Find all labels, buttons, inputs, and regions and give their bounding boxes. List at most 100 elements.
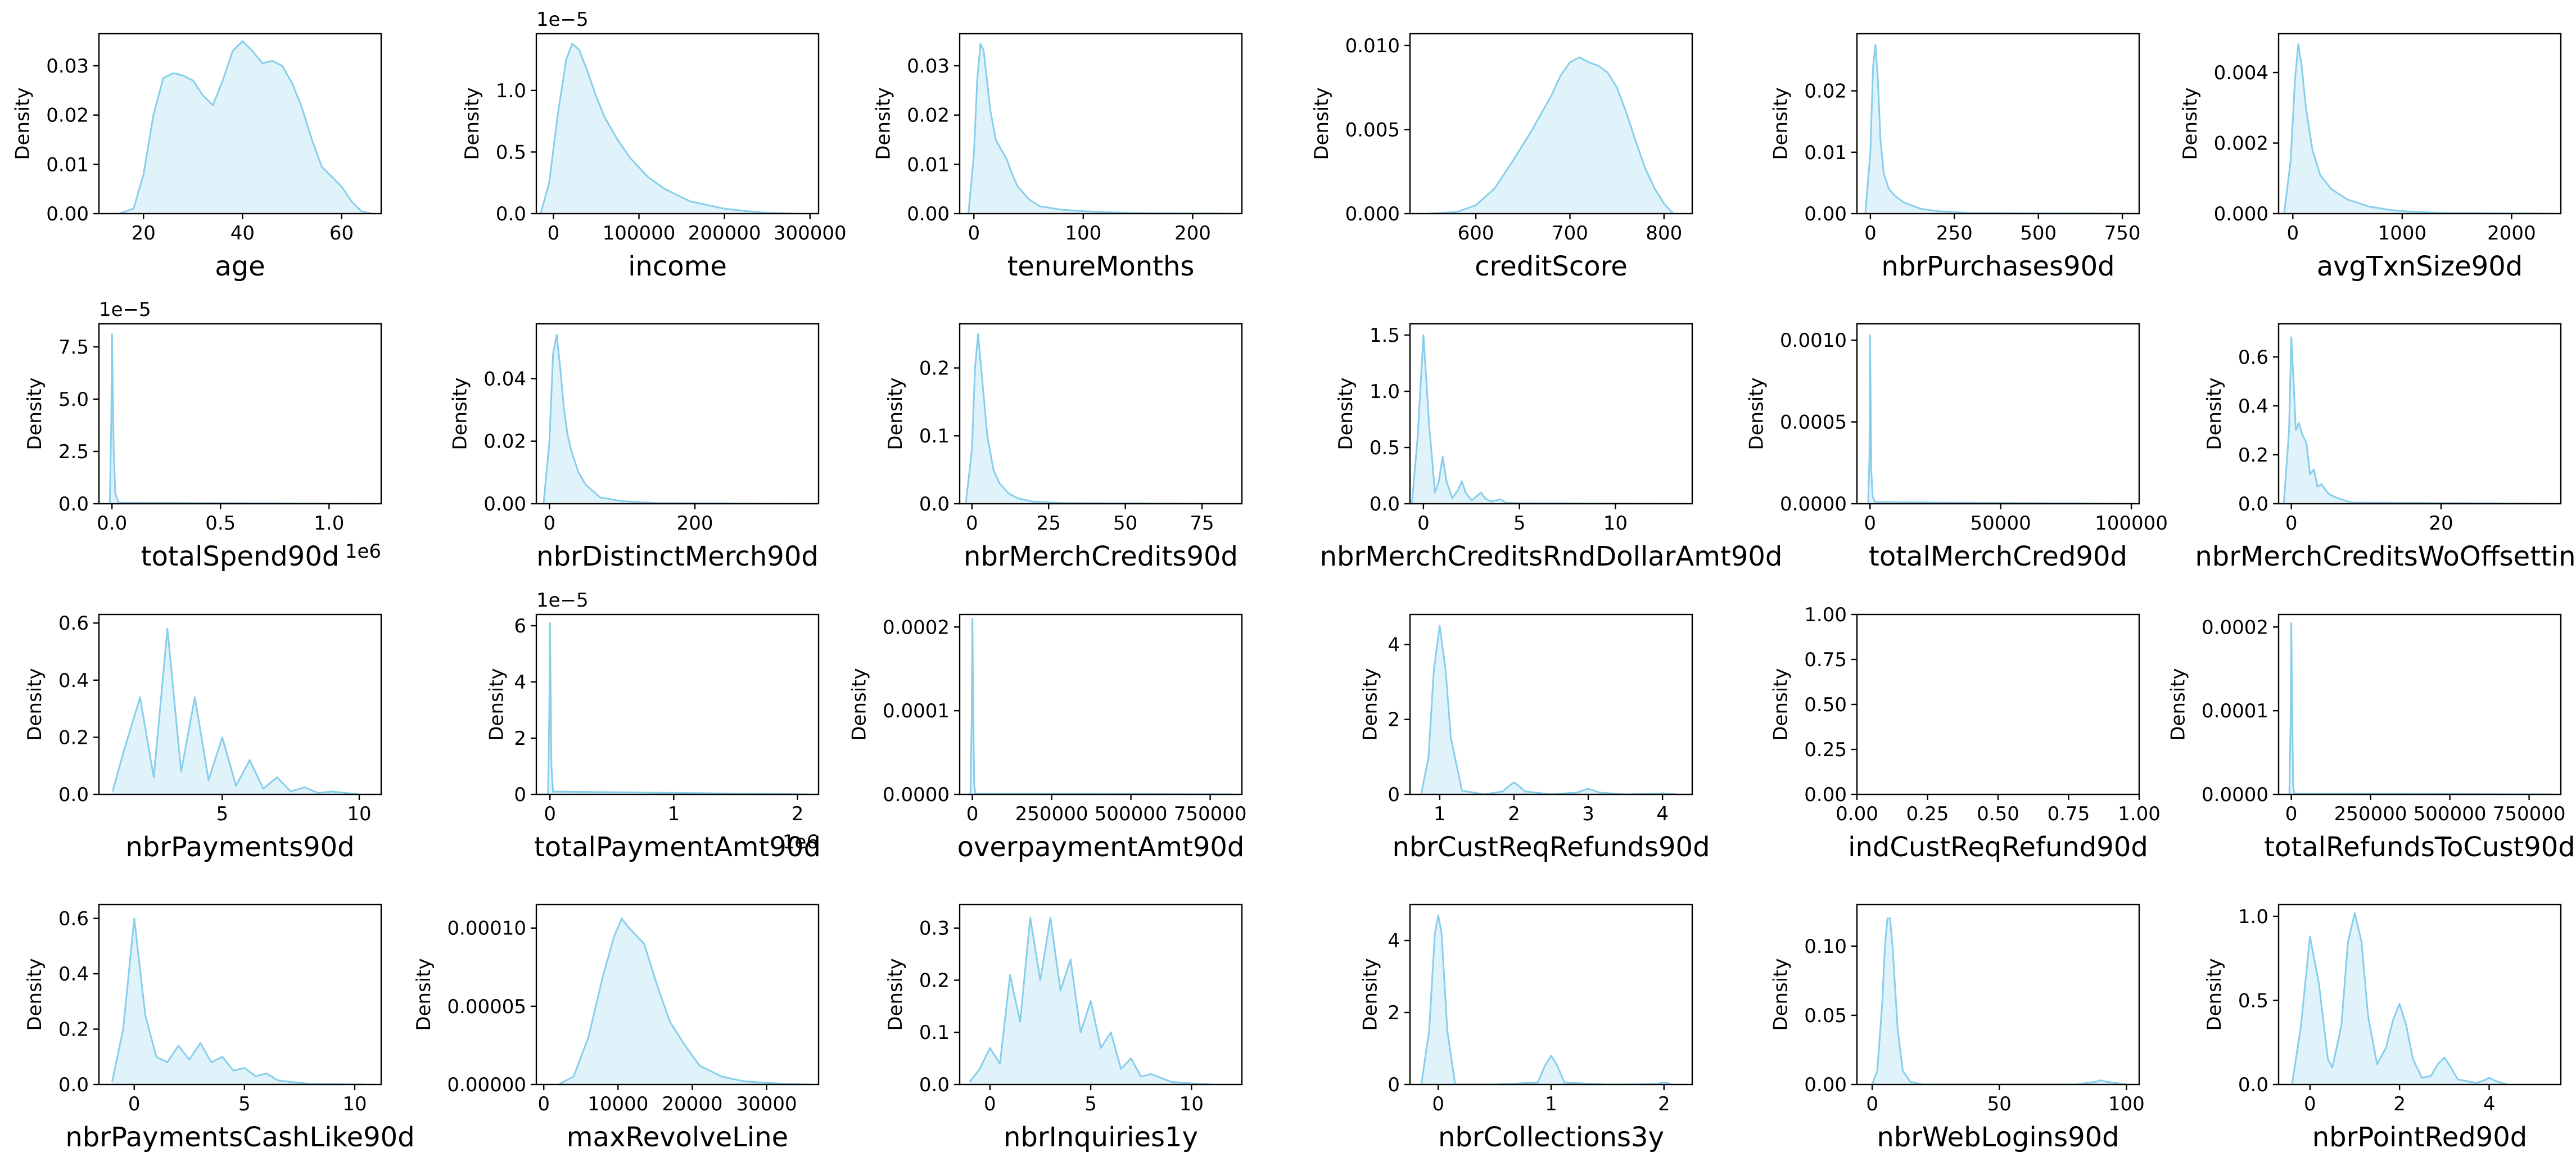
x-axis-label: income <box>628 251 727 282</box>
x-tick-label: 200000 <box>688 222 761 245</box>
y-tick-label: 0.6 <box>58 908 89 930</box>
axes-frame <box>98 323 382 505</box>
x-tick-label: 3 <box>1582 803 1594 825</box>
y-axis-label: Density <box>449 377 472 450</box>
kde-line-totalRefundsToCust90d <box>2288 622 2552 794</box>
y-tick-label: 0.01 <box>907 153 950 176</box>
x-tick-label: 0 <box>1417 512 1430 535</box>
x-tick-label: 750 <box>2104 222 2141 245</box>
kde-area-maxRevolveLine <box>558 919 811 1084</box>
y-tick-label: 0.0 <box>496 203 526 225</box>
axes-frame <box>2277 613 2562 796</box>
y-tick-label: 0.5 <box>1370 437 1400 459</box>
x-axis-label: maxRevolveLine <box>567 1122 788 1153</box>
y-tick-label: 0.00 <box>907 203 950 225</box>
x-tick-label: 30000 <box>736 1093 797 1115</box>
kde-area-nbrCollections3y <box>1421 915 1672 1084</box>
x-tick-label: 10 <box>347 803 371 825</box>
y-axis-label: Density <box>2179 87 2202 160</box>
kde-line-overpaymentAmt90d <box>969 617 1233 794</box>
y-tick-label: 0.0 <box>58 784 89 806</box>
y-axis-label: Density <box>848 668 870 740</box>
axes-frame <box>1856 33 2140 215</box>
y-tick-label: 0.00 <box>1804 1074 1847 1096</box>
y-tick-label: 0.00010 <box>447 918 526 940</box>
y-tick-label: 0.0 <box>1370 493 1400 516</box>
subplot-avgTxnSize90d: 0 1000 2000 0.000 0.002 0.004 Density avgTxnSiz… <box>2179 33 2562 282</box>
kde-area-income <box>540 43 793 214</box>
x-tick-label: 200 <box>1174 222 1211 245</box>
x-tick-label: 5 <box>238 1093 251 1115</box>
y-tick-label: 1.0 <box>1370 381 1400 403</box>
kde-area-tenureMonths <box>968 43 1237 214</box>
x-tick-label: 0 <box>1864 222 1877 245</box>
x-tick-label: 0 <box>1866 1093 1878 1115</box>
axes-frame <box>535 903 820 1086</box>
kde-area-nbrMerchCredits90d <box>965 334 1233 504</box>
subplot-nbrCollections3y: 0 1 2 0 2 4 Density nbrCollections3y <box>1359 903 1693 1153</box>
kde-line-totalMerchCred90d <box>1867 334 2132 504</box>
y-tick-label: 0.0 <box>2238 1074 2268 1096</box>
y-axis-label: Density <box>461 87 483 160</box>
kde-line-nbrPurchases90d <box>1864 44 2133 214</box>
subplot-tenureMonths: 0 100 200 0.00 0.01 0.02 0.03 Density tenureMont… <box>873 33 1243 282</box>
x-tick-label: 1000 <box>2378 222 2427 245</box>
y-tick-label: 0.4 <box>58 963 89 986</box>
kde-area-nbrCustReqRefunds90d <box>1421 626 1678 794</box>
y-axis-label: Density <box>12 87 34 160</box>
y-tick-label: 0.0000 <box>1780 493 1847 516</box>
x-tick-label: 0.00 <box>1836 803 1878 825</box>
y-tick-label: 0.2 <box>919 357 950 379</box>
y-axis-label: Density <box>1770 87 1792 160</box>
x-tick-label: 75 <box>1190 512 1214 535</box>
axes-frame <box>98 903 382 1086</box>
subplot-totalPaymentAmt90d: 0 1 2 0 2 4 6 Density totalPaymentAmt90d 1e−5 1e6 <box>485 589 821 863</box>
x-axis-label: indCustReqRefund90d <box>1848 831 2148 863</box>
x-axis-label: overpaymentAmt90d <box>957 831 1245 863</box>
kde-area-nbrPayments90d <box>112 629 359 794</box>
x-axis-label: nbrInquiries1y <box>1004 1122 1198 1153</box>
y-tick-label: 6 <box>514 615 526 638</box>
axes-frame <box>2277 323 2562 505</box>
axes-frame <box>959 33 1243 215</box>
x-tick-label: 0.0 <box>97 512 127 535</box>
y-axis-label: Density <box>24 377 46 450</box>
x-tick-label: 20 <box>2429 512 2453 535</box>
kde-area-nbrMerchCreditsWoOffsetting90d <box>2284 337 2554 504</box>
kde-line-totalSpend90d <box>109 333 373 504</box>
y-tick-label: 0.0001 <box>883 700 950 722</box>
kde-line-nbrDistinctMerch90d <box>543 334 812 504</box>
y-tick-label: 0.005 <box>1345 119 1400 141</box>
y-axis-label: Density <box>1770 958 1792 1031</box>
x-tick-label: 0 <box>966 512 978 535</box>
x-tick-label: 0 <box>2285 803 2298 825</box>
y-axis-label: Density <box>1359 668 1381 740</box>
x-tick-label: 50 <box>1113 512 1137 535</box>
axes-frame <box>959 323 1243 505</box>
y-tick-label: 0 <box>1388 1074 1400 1096</box>
kde-line-maxRevolveLine <box>558 918 811 1084</box>
y-axis-label: Density <box>2203 958 2226 1031</box>
kde-line-nbrWebLogins90d <box>1871 918 2127 1084</box>
y-tick-label: 0.01 <box>1804 142 1847 164</box>
axes-frame <box>1409 323 1693 505</box>
kde-line-nbrMerchCreditsRndDollarAmt90d <box>1411 334 1683 504</box>
x-tick-label: 1 <box>1434 803 1446 825</box>
kde-area-avgTxnSize90d <box>2284 44 2556 214</box>
y-tick-label: 0.4 <box>2238 395 2268 418</box>
y-axis-label: Density <box>884 958 907 1031</box>
kde-line-totalPaymentAmt90d <box>547 622 810 794</box>
y-tick-label: 2 <box>1388 709 1400 731</box>
y-axis-label: Density <box>1335 377 1357 450</box>
x-tick-label: 2 <box>2393 1093 2406 1115</box>
y-tick-label: 0.05 <box>1804 1005 1847 1027</box>
x-axis-label: tenureMonths <box>1007 251 1195 282</box>
x-axis-label: creditScore <box>1475 251 1628 282</box>
y-tick-label: 1.5 <box>1370 324 1400 347</box>
y-tick-label: 0.0001 <box>2202 700 2268 722</box>
x-tick-label: 2 <box>1508 803 1520 825</box>
kde-line-nbrCollections3y <box>1420 914 1673 1084</box>
y-tick-label: 0.004 <box>2214 62 2268 84</box>
kde-line-nbrPointRed90d <box>2291 912 2507 1084</box>
